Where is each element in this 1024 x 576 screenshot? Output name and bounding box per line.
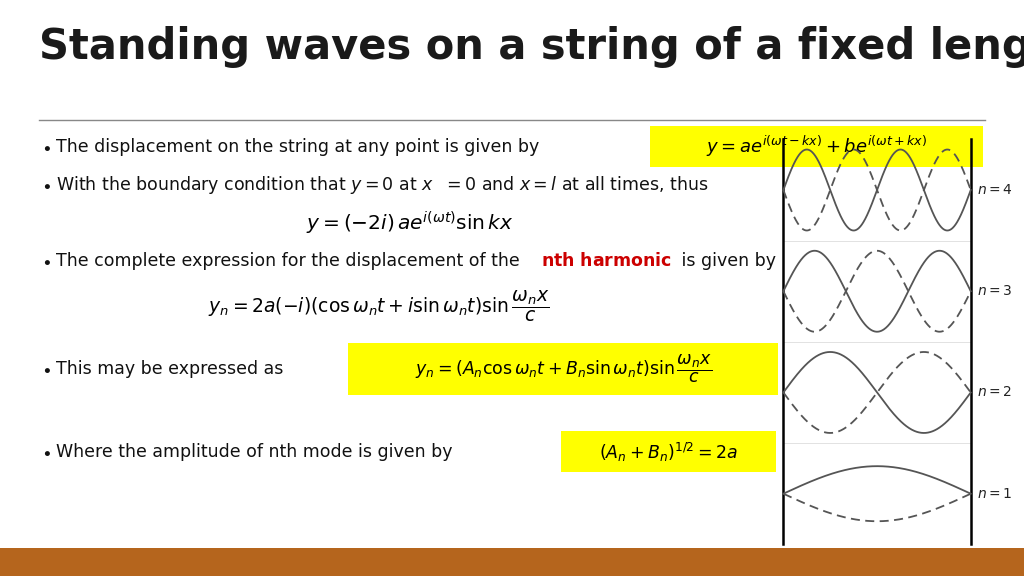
Text: $\bullet$: $\bullet$ bbox=[41, 138, 51, 156]
Text: $n = 2$: $n = 2$ bbox=[977, 385, 1012, 400]
Text: $n = 1$: $n = 1$ bbox=[977, 487, 1013, 501]
Bar bbox=[348, 343, 778, 395]
Bar bbox=[650, 126, 983, 167]
Text: $y = (-2i)\,ae^{i(\omega t)}\sin kx$: $y = (-2i)\,ae^{i(\omega t)}\sin kx$ bbox=[306, 209, 513, 237]
Text: is given by: is given by bbox=[676, 252, 776, 270]
Text: Where the amplitude of nth mode is given by: Where the amplitude of nth mode is given… bbox=[56, 443, 453, 461]
Text: With the boundary condition that $y = 0$ at $x\ \ = 0$ and $x = \mathit{l}$ at a: With the boundary condition that $y = 0$… bbox=[56, 175, 709, 196]
Text: The complete expression for the displacement of the: The complete expression for the displace… bbox=[56, 252, 525, 270]
Bar bbox=[561, 431, 776, 472]
Text: $y_n = 2a\left(-i\right)\left(\cos\omega_n t + i\sin\omega_n t\right)\sin\dfrac{: $y_n = 2a\left(-i\right)\left(\cos\omega… bbox=[208, 289, 550, 324]
Text: $\bullet$: $\bullet$ bbox=[41, 252, 51, 270]
Text: $n = 3$: $n = 3$ bbox=[977, 284, 1013, 298]
Text: Standing waves on a string of a fixed length: Standing waves on a string of a fixed le… bbox=[39, 26, 1024, 68]
Text: $\bullet$: $\bullet$ bbox=[41, 443, 51, 461]
Text: $y = ae^{i(\omega t-kx)} + be^{i(\omega t+kx)}$: $y = ae^{i(\omega t-kx)} + be^{i(\omega … bbox=[707, 134, 927, 160]
Text: $\bullet$: $\bullet$ bbox=[41, 176, 51, 195]
Text: $n = 4$: $n = 4$ bbox=[977, 183, 1013, 197]
Text: This may be expressed as: This may be expressed as bbox=[56, 359, 284, 378]
Text: The displacement on the string at any point is given by: The displacement on the string at any po… bbox=[56, 138, 540, 156]
Text: $\bullet$: $\bullet$ bbox=[41, 359, 51, 378]
Text: $\left(A_n + B_n\right)^{1/2} = 2a$: $\left(A_n + B_n\right)^{1/2} = 2a$ bbox=[599, 441, 738, 464]
Text: $\mathit{\mathbf{nth\ harmonic}}$: $\mathit{\mathbf{nth\ harmonic}}$ bbox=[541, 252, 672, 270]
Text: $y_n = \left(A_n\cos\omega_n t + B_n\sin\omega_n t\right)\sin\dfrac{\omega_n x}{: $y_n = \left(A_n\cos\omega_n t + B_n\sin… bbox=[415, 353, 712, 385]
Bar bbox=[0, 548, 1024, 576]
